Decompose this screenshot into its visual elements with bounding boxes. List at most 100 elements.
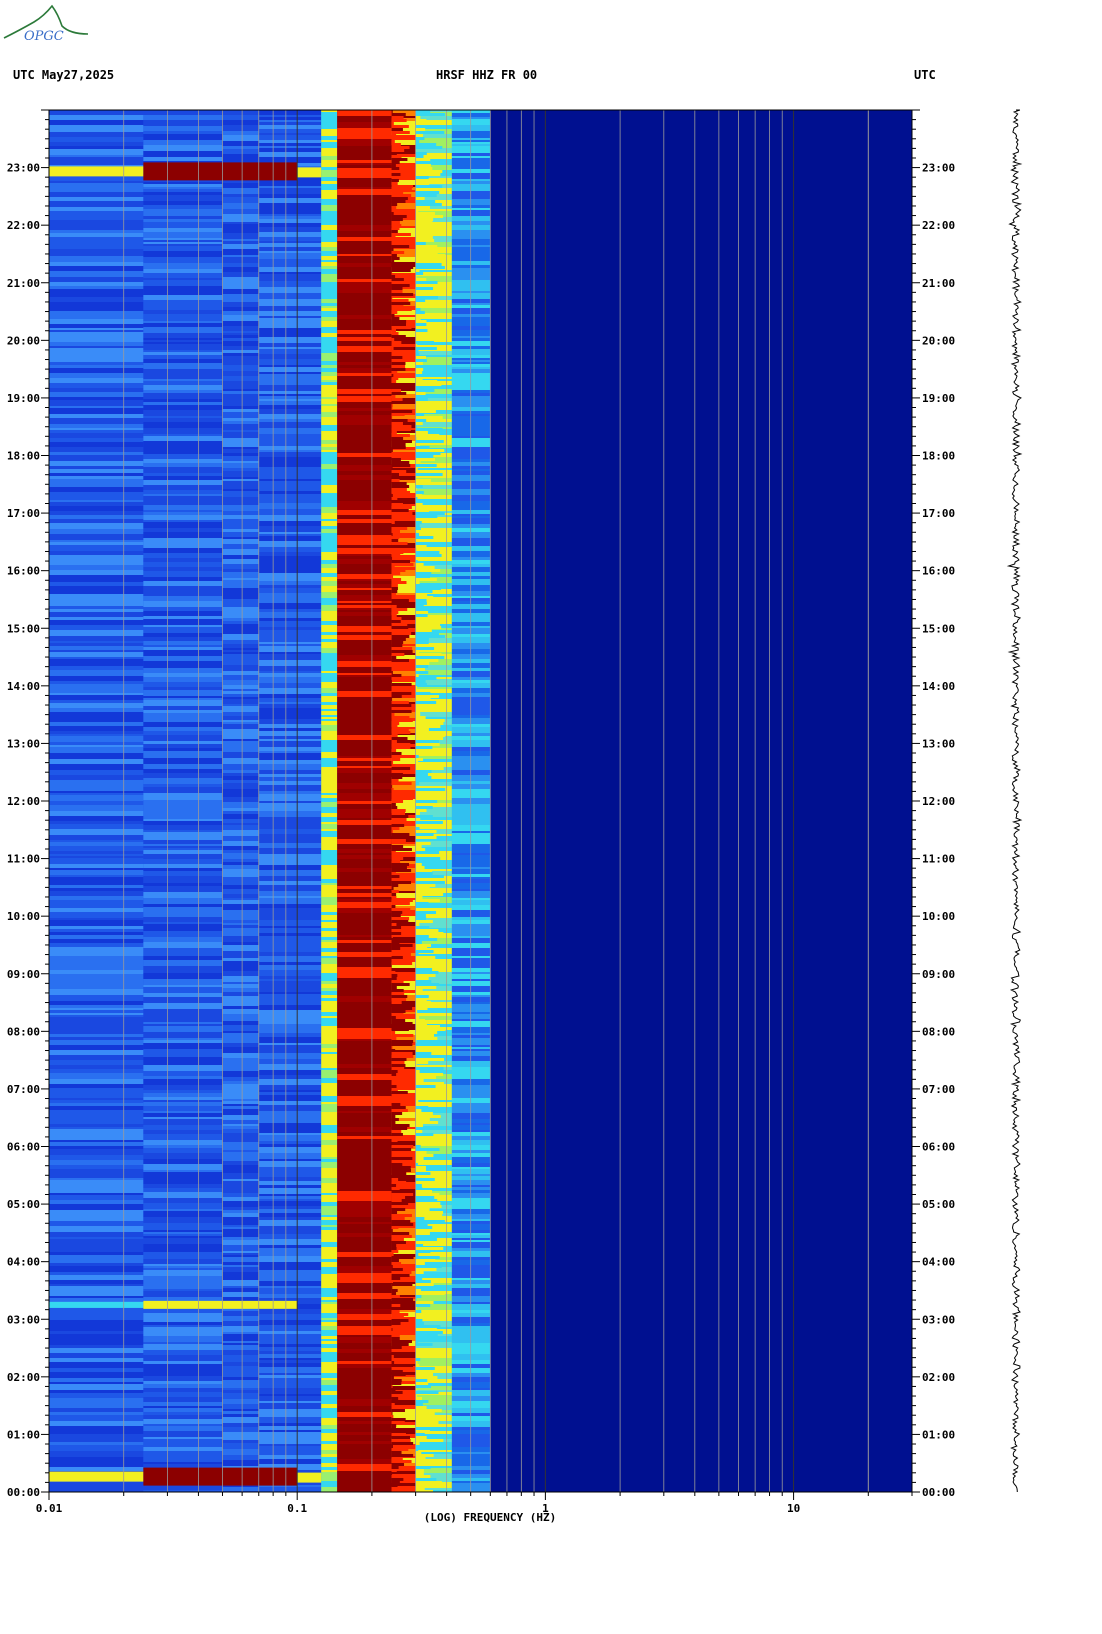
spectral-stripe (451, 1111, 491, 1113)
spectral-stripe (143, 359, 223, 363)
spectral-stripe (337, 768, 392, 773)
spectral-stripe (391, 922, 416, 926)
spectral-stripe (337, 1033, 392, 1039)
spectral-stripe (49, 1092, 144, 1098)
spectral-stripe (415, 344, 418, 347)
spectral-stripe (391, 1262, 402, 1265)
spectral-stripe (415, 980, 432, 983)
spectral-stripe (222, 675, 259, 680)
spectral-stripe (415, 602, 452, 606)
spectral-stripe (415, 623, 441, 626)
spectral-stripe (222, 1297, 259, 1303)
spectral-stripe (451, 1317, 491, 1323)
spectral-stripe (391, 1394, 416, 1400)
spectral-stripe (391, 1141, 416, 1146)
spectral-stripe (391, 500, 407, 503)
spectral-stripe (391, 260, 395, 263)
spectral-stripe (391, 1253, 394, 1256)
spectral-stripe (415, 665, 429, 668)
spectral-stripe (451, 239, 491, 245)
spectral-stripe (321, 1206, 338, 1211)
spectral-stripe (258, 541, 322, 547)
spectral-stripe (222, 634, 259, 640)
spectral-stripe (451, 1313, 491, 1317)
spectral-stripe (143, 1014, 223, 1016)
spectral-stripe (321, 1225, 338, 1227)
spectral-stripe (415, 620, 443, 623)
spectral-stripe (49, 317, 144, 319)
spectral-stripe (415, 569, 441, 572)
spectral-stripe (391, 1022, 413, 1025)
spectral-stripe (415, 1262, 452, 1265)
spectral-stripe (143, 422, 223, 428)
spectral-stripe (415, 194, 437, 197)
spectral-stripe (415, 1224, 452, 1226)
spectral-stripe (415, 917, 427, 920)
spectral-stripe (391, 1280, 394, 1283)
spectral-stripe (321, 175, 338, 177)
spectral-stripe (451, 596, 491, 598)
spectral-stripe (321, 648, 338, 653)
spectral-stripe (321, 719, 338, 721)
spectral-stripe (143, 846, 223, 848)
spectral-stripe (337, 847, 392, 849)
y-tick-label-left: 00:00 (7, 1486, 40, 1499)
spectral-stripe (222, 578, 259, 580)
spectral-stripe (49, 1255, 144, 1259)
spectral-stripe (415, 749, 435, 752)
spectral-stripe (391, 824, 405, 827)
spectral-stripe (391, 707, 416, 712)
spectral-stripe (49, 736, 144, 742)
spectral-stripe (391, 887, 394, 890)
spectral-stripe (258, 1016, 322, 1018)
band-dark-blue (490, 110, 912, 1492)
spectral-stripe (391, 1394, 396, 1397)
spectral-stripe (451, 879, 491, 883)
y-tick-label-left: 01:00 (7, 1428, 40, 1441)
spectral-stripe (258, 1331, 322, 1334)
spectral-stripe (143, 304, 223, 308)
spectral-stripe (258, 1079, 322, 1085)
spectral-stripe (337, 1157, 392, 1159)
spectral-stripe (337, 315, 392, 319)
spectral-stripe (415, 1446, 452, 1450)
spectral-stripe (391, 1384, 416, 1386)
spectral-stripe (222, 249, 259, 255)
spectral-stripe (222, 365, 259, 371)
spectral-stripe (321, 865, 338, 870)
spectral-stripe (143, 1456, 223, 1462)
spectral-stripe (222, 257, 259, 263)
spectral-stripe (258, 920, 322, 926)
spectral-stripe (391, 332, 399, 335)
spectral-stripe (222, 1382, 259, 1388)
spectral-stripe (391, 113, 406, 116)
spectral-stripe (391, 233, 411, 236)
spectral-stripe (321, 431, 338, 437)
spectral-stripe (391, 470, 407, 473)
spectral-stripe (222, 859, 259, 862)
spectral-stripe (143, 338, 223, 340)
spectral-stripe (391, 269, 411, 272)
spectral-stripe (451, 1209, 491, 1212)
y-tick-label-right: 18:00 (922, 450, 955, 463)
spectral-stripe (391, 1014, 416, 1019)
spectral-stripe (222, 360, 259, 365)
spectral-stripe (415, 1250, 431, 1253)
spectral-stripe (415, 278, 427, 281)
spectral-stripe (143, 278, 223, 280)
spectral-stripe (451, 516, 491, 518)
spectral-stripe (337, 133, 392, 139)
spectral-stripe (222, 834, 259, 836)
spectral-stripe (391, 593, 397, 596)
spectral-stripe (258, 1485, 322, 1487)
spectral-stripe (258, 1417, 322, 1423)
spectral-stripe (321, 462, 338, 464)
spectral-stripe (49, 358, 144, 362)
spectral-stripe (415, 551, 440, 554)
spectral-stripe (451, 1265, 491, 1268)
spectral-stripe (415, 650, 420, 653)
spectral-stripe (222, 525, 259, 527)
spectral-stripe (451, 1027, 491, 1033)
spectral-stripe (337, 1028, 392, 1033)
spectral-stripe (415, 1133, 434, 1136)
